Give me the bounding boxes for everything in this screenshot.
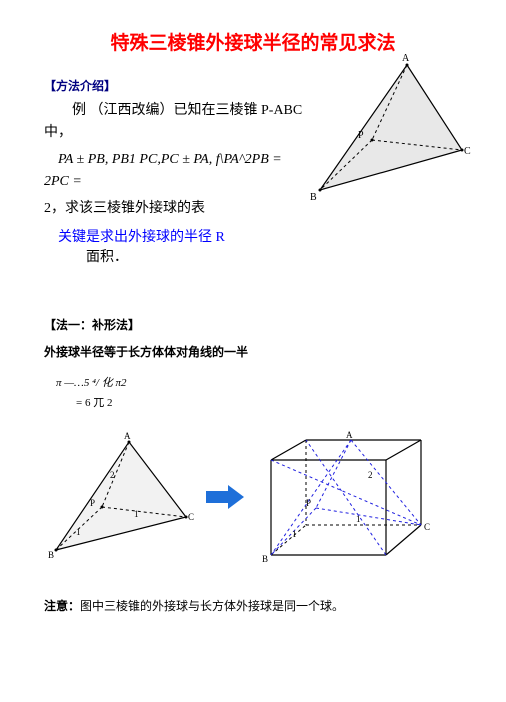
label-P: P — [358, 130, 364, 141]
label-P3: P — [306, 498, 311, 508]
arrow-icon — [204, 483, 246, 511]
edge-1a: 1 — [134, 509, 139, 519]
label-C: C — [464, 146, 471, 157]
note-label: 注意： — [44, 599, 80, 613]
label-B: B — [310, 192, 317, 203]
diagram-row: A B C P 2 1 1 A B C P — [44, 430, 462, 565]
intro-content-row: 例 （江西改编）已知在三棱锥 P-ABC 中， PA ± PB, PB1 PC,… — [44, 100, 462, 266]
edge-2a: 2 — [110, 470, 115, 480]
label-B2: B — [48, 550, 54, 560]
method1-desc: 外接球半径等于长方体体对角线的一半 — [44, 343, 462, 360]
intro-line2: PA ± PB, PB1 PC,PC ± PA, f\PA^2PB = 2PC … — [44, 149, 304, 194]
label-C2: C — [188, 512, 194, 522]
key-line: 关键是求出外接球的半径 R — [44, 226, 304, 246]
tetrahedron-svg: A B C P — [302, 50, 472, 210]
edge-1b: 1 — [76, 527, 81, 537]
edge-1c: 1 — [356, 514, 361, 524]
intro-text-block: 例 （江西改编）已知在三棱锥 P-ABC 中， PA ± PB, PB1 PC,… — [44, 100, 304, 266]
note-text: 图中三棱锥的外接球与长方体外接球是同一个球。 — [80, 599, 344, 613]
edge-1d: 1 — [292, 529, 297, 539]
label-A2: A — [124, 432, 131, 441]
intro-line1: 例 （江西改编）已知在三棱锥 P-ABC 中， — [44, 100, 304, 145]
intro-line3: 2，求该三棱锥外接球的表 — [44, 198, 304, 220]
formula-line2: = 6 兀 2 — [44, 394, 462, 410]
label-A3: A — [346, 430, 353, 440]
label-A: A — [402, 53, 410, 64]
method1-title: 【法一：补形法】 — [44, 316, 462, 333]
label-C3: C — [424, 522, 430, 532]
edge-2b: 2 — [368, 470, 373, 480]
formula-line1: π —…5 ⁴/ 化 π2 — [44, 374, 462, 390]
tetrahedron-small-svg: A B C P 2 1 1 — [44, 432, 194, 562]
label-B3: B — [262, 554, 268, 564]
label-P2: P — [90, 498, 95, 508]
note-line: 注意：图中三棱锥的外接球与长方体外接球是同一个球。 — [44, 597, 462, 614]
cuboid-svg: A B C P 1 1 2 — [256, 430, 441, 565]
figure-tetrahedron-top: A B C P — [302, 50, 472, 215]
area-line: 面积． — [44, 246, 304, 266]
